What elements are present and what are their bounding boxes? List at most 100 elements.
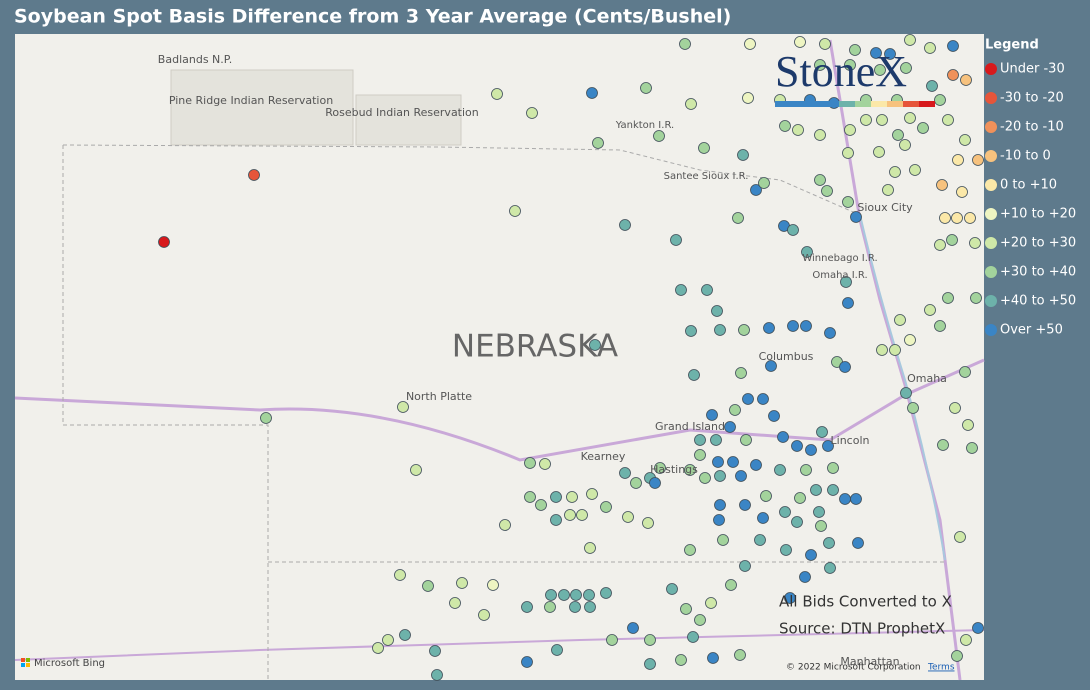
bid-point[interactable] xyxy=(539,458,551,470)
bid-point[interactable] xyxy=(951,650,963,662)
bid-point[interactable] xyxy=(750,459,762,471)
bid-point[interactable] xyxy=(521,601,533,613)
bid-point[interactable] xyxy=(970,292,982,304)
bid-point[interactable] xyxy=(564,509,576,521)
bid-point[interactable] xyxy=(592,137,604,149)
bid-point[interactable] xyxy=(742,393,754,405)
bid-point[interactable] xyxy=(675,284,687,296)
bid-point[interactable] xyxy=(892,129,904,141)
bid-point[interactable] xyxy=(688,369,700,381)
bid-point[interactable] xyxy=(524,491,536,503)
bid-point[interactable] xyxy=(644,658,656,670)
bid-point[interactable] xyxy=(780,544,792,556)
bid-point[interactable] xyxy=(627,622,639,634)
bid-point[interactable] xyxy=(956,186,968,198)
bid-point[interactable] xyxy=(800,464,812,476)
bid-point[interactable] xyxy=(735,367,747,379)
bid-point[interactable] xyxy=(422,580,434,592)
bid-point[interactable] xyxy=(606,634,618,646)
bid-point[interactable] xyxy=(739,560,751,572)
bid-point[interactable] xyxy=(701,284,713,296)
bid-point[interactable] xyxy=(680,603,692,615)
bid-point[interactable] xyxy=(260,412,272,424)
bid-point[interactable] xyxy=(823,537,835,549)
bid-point[interactable] xyxy=(765,360,777,372)
bid-point[interactable] xyxy=(558,589,570,601)
bid-point[interactable] xyxy=(478,609,490,621)
bid-point[interactable] xyxy=(939,212,951,224)
bid-point[interactable] xyxy=(969,237,981,249)
bid-point[interactable] xyxy=(687,631,699,643)
bid-point[interactable] xyxy=(670,234,682,246)
bid-point[interactable] xyxy=(410,464,422,476)
bid-point[interactable] xyxy=(694,449,706,461)
bid-point[interactable] xyxy=(757,512,769,524)
bid-point[interactable] xyxy=(654,462,666,474)
legend-label[interactable]: +30 to +40 xyxy=(1000,265,1076,280)
bid-point[interactable] xyxy=(964,212,976,224)
bid-point[interactable] xyxy=(757,393,769,405)
bid-point[interactable] xyxy=(805,549,817,561)
bid-point[interactable] xyxy=(706,409,718,421)
bid-point[interactable] xyxy=(551,644,563,656)
bid-point[interactable] xyxy=(839,493,851,505)
bid-point[interactable] xyxy=(787,320,799,332)
bid-point[interactable] xyxy=(740,434,752,446)
bid-point[interactable] xyxy=(524,457,536,469)
bid-point[interactable] xyxy=(777,431,789,443)
bid-point[interactable] xyxy=(744,38,756,50)
bid-point[interactable] xyxy=(685,325,697,337)
bid-point[interactable] xyxy=(739,499,751,511)
bid-point[interactable] xyxy=(622,511,634,523)
bid-point[interactable] xyxy=(904,334,916,346)
bid-point[interactable] xyxy=(584,601,596,613)
bid-point[interactable] xyxy=(850,493,862,505)
bid-point[interactable] xyxy=(962,419,974,431)
bid-point[interactable] xyxy=(653,130,665,142)
bid-point[interactable] xyxy=(799,571,811,583)
bid-point[interactable] xyxy=(545,589,557,601)
bid-point[interactable] xyxy=(758,177,770,189)
bid-point[interactable] xyxy=(842,297,854,309)
legend-label[interactable]: -10 to 0 xyxy=(1000,149,1051,164)
bid-point[interactable] xyxy=(960,74,972,86)
bid-point[interactable] xyxy=(729,404,741,416)
bid-point[interactable] xyxy=(619,467,631,479)
bid-point[interactable] xyxy=(449,597,461,609)
bid-point[interactable] xyxy=(750,184,762,196)
bid-point[interactable] xyxy=(711,305,723,317)
bid-point[interactable] xyxy=(712,456,724,468)
bid-point[interactable] xyxy=(942,114,954,126)
bid-point[interactable] xyxy=(784,592,796,604)
bid-point[interactable] xyxy=(684,544,696,556)
bid-point[interactable] xyxy=(926,80,938,92)
bid-point[interactable] xyxy=(544,601,556,613)
bid-point[interactable] xyxy=(815,520,827,532)
bid-point[interactable] xyxy=(827,484,839,496)
bid-point[interactable] xyxy=(924,304,936,316)
bid-point[interactable] xyxy=(774,464,786,476)
bid-point[interactable] xyxy=(535,499,547,511)
bid-point[interactable] xyxy=(844,124,856,136)
bid-point[interactable] xyxy=(586,488,598,500)
bid-point[interactable] xyxy=(570,589,582,601)
bid-point[interactable] xyxy=(727,456,739,468)
bid-point[interactable] xyxy=(649,477,661,489)
bid-point[interactable] xyxy=(566,491,578,503)
bid-point[interactable] xyxy=(946,234,958,246)
bid-point[interactable] xyxy=(509,205,521,217)
bid-point[interactable] xyxy=(824,562,836,574)
bid-point[interactable] xyxy=(942,292,954,304)
bid-point[interactable] xyxy=(824,327,836,339)
bid-point[interactable] xyxy=(819,38,831,50)
bid-point[interactable] xyxy=(734,649,746,661)
bid-point[interactable] xyxy=(849,44,861,56)
bid-point[interactable] xyxy=(630,477,642,489)
legend-label[interactable]: Under -30 xyxy=(1000,62,1065,77)
bid-point[interactable] xyxy=(619,219,631,231)
bid-point[interactable] xyxy=(960,634,972,646)
bid-point[interactable] xyxy=(816,426,828,438)
legend-label[interactable]: +10 to +20 xyxy=(1000,207,1076,222)
bid-point[interactable] xyxy=(431,669,443,681)
bid-point[interactable] xyxy=(900,62,912,74)
